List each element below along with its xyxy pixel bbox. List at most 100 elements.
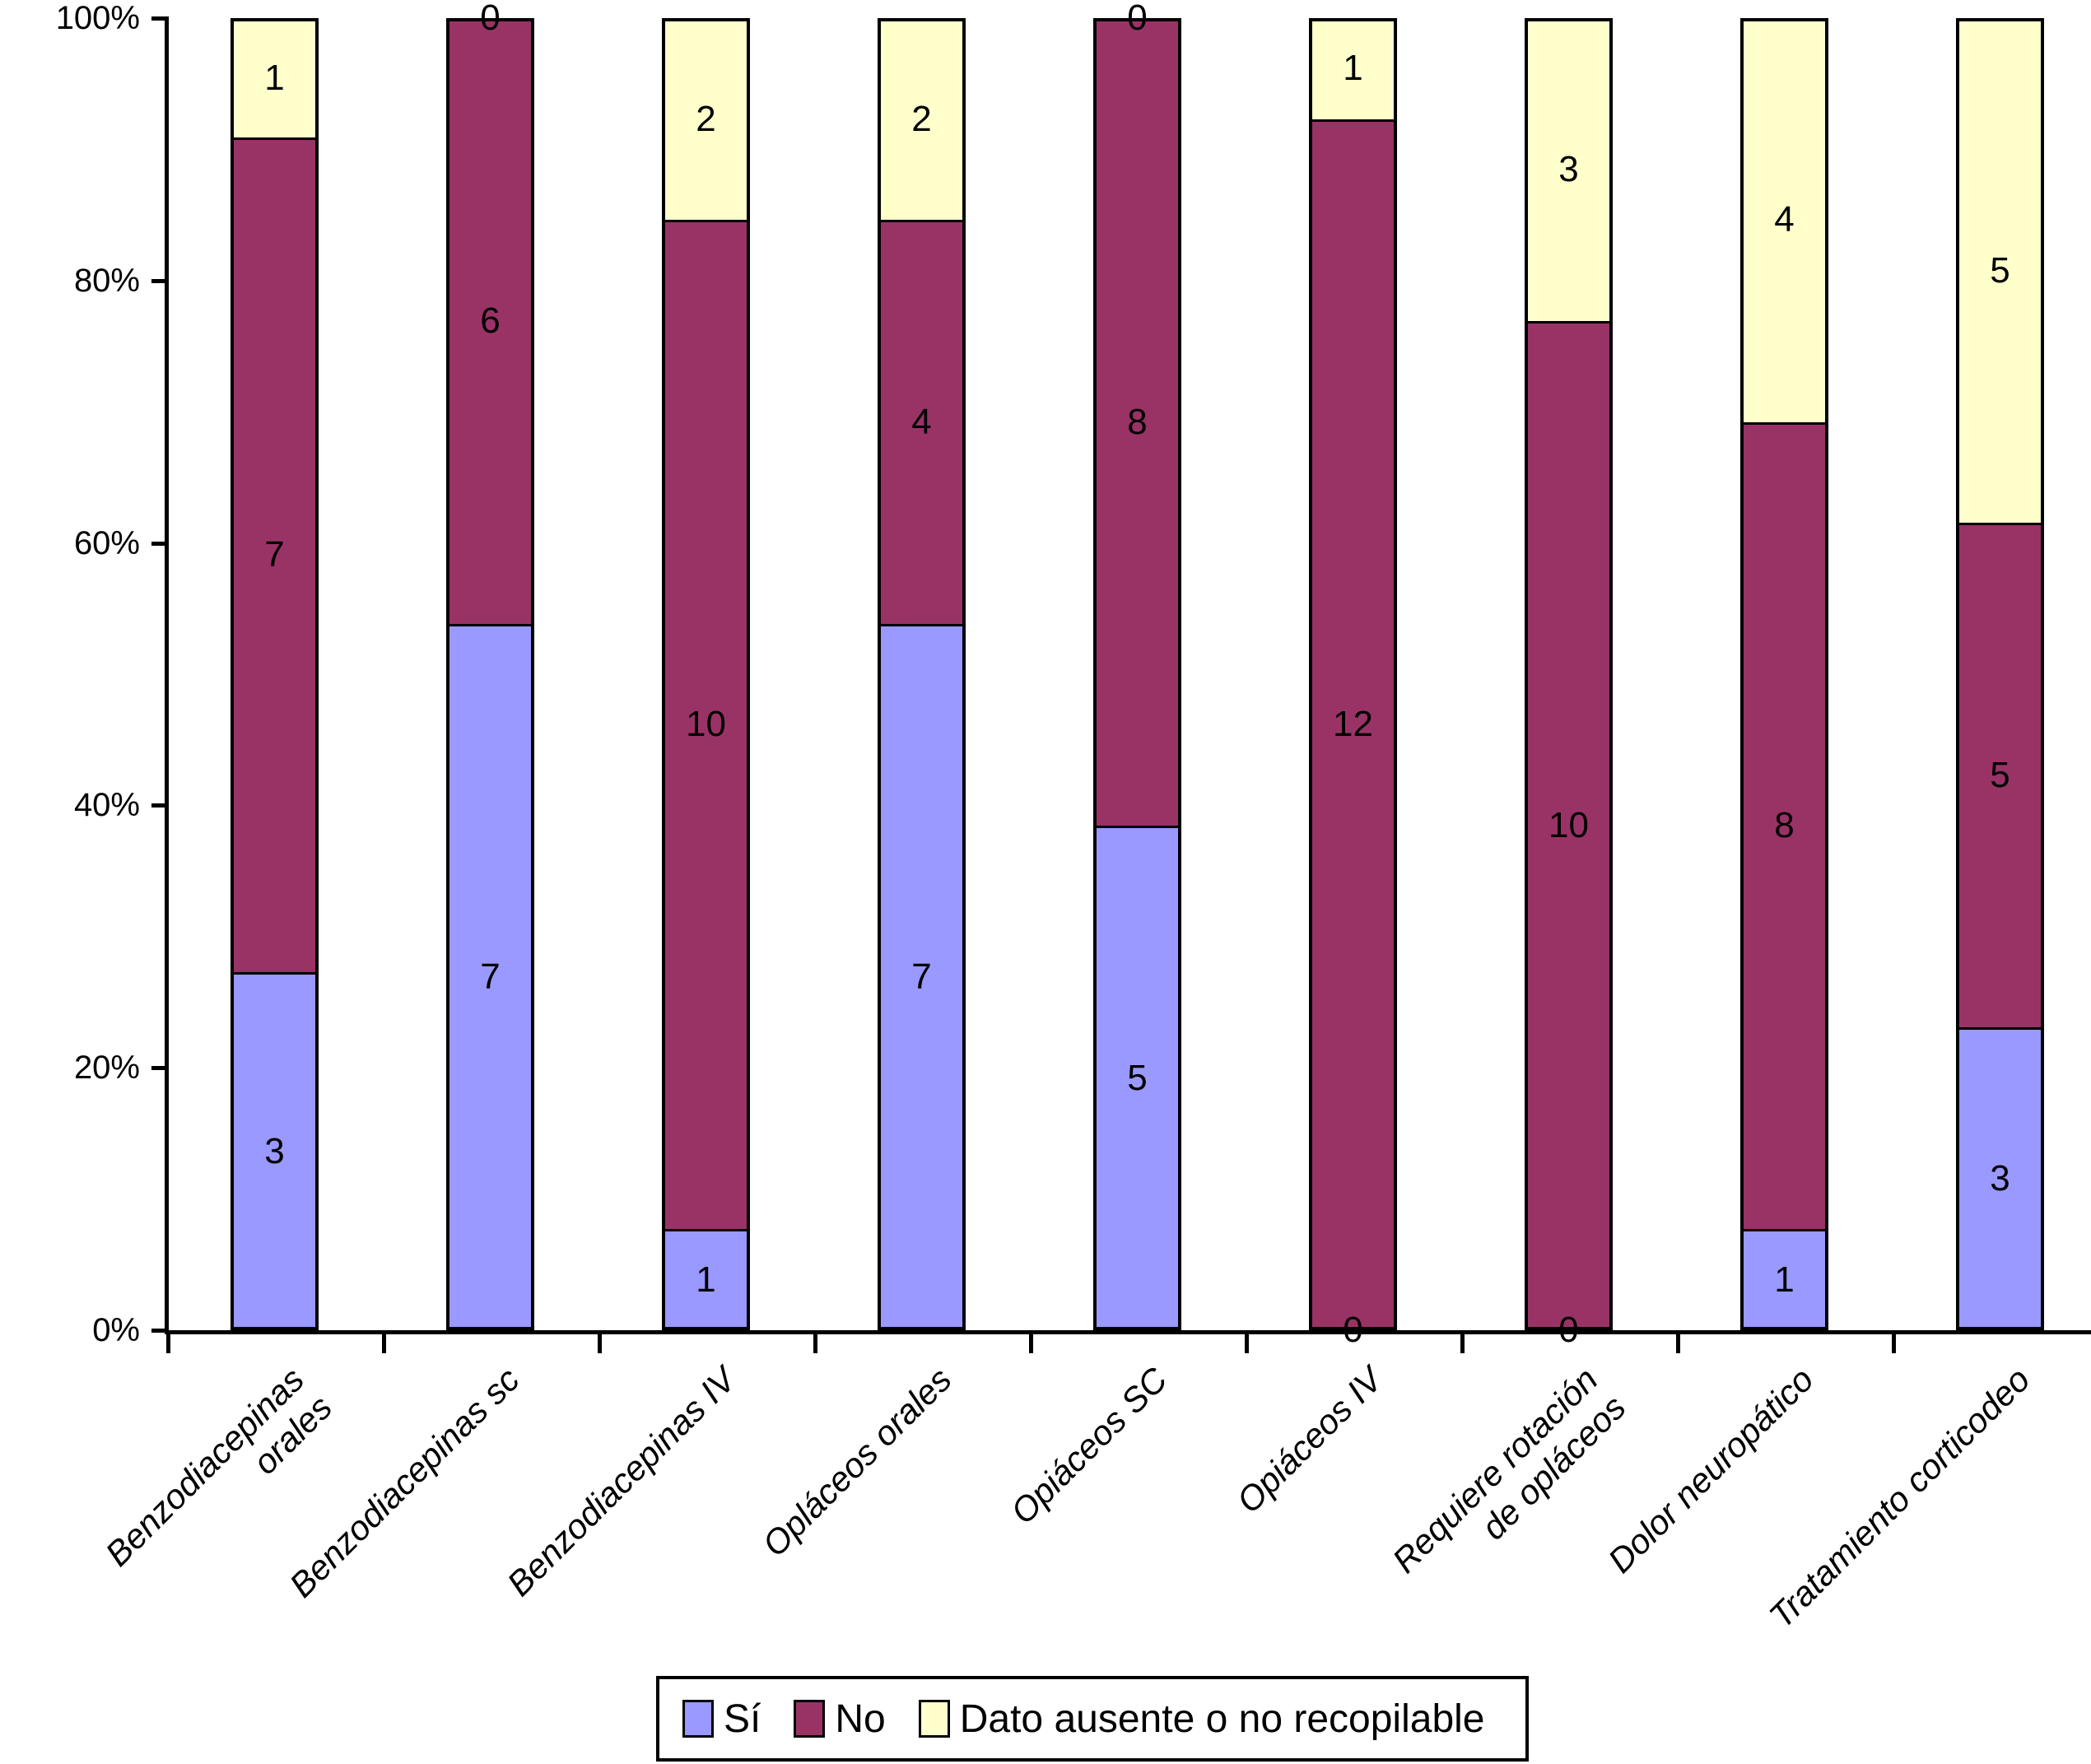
x-axis-tick — [1029, 1330, 1033, 1353]
segment-divider — [231, 970, 319, 975]
bar-segment-dato — [1525, 18, 1613, 321]
bar-outline — [1525, 18, 1613, 1330]
x-axis-tick — [166, 1330, 170, 1353]
x-axis-tick — [813, 1330, 817, 1353]
y-axis-tick — [151, 1329, 165, 1333]
bar-outline — [446, 18, 534, 1330]
segment-value-label: 2 — [911, 98, 932, 139]
bar-segment-no — [231, 137, 319, 973]
bar-segment-dato — [662, 18, 750, 221]
legend: Sí No Dato ausente o no recopilable — [656, 1676, 1529, 1762]
segment-divider — [878, 621, 966, 626]
segment-value-label: 12 — [1333, 704, 1373, 745]
category-label: Dolor neuropático — [1600, 1360, 1822, 1580]
y-axis-tick-label: 40% — [73, 787, 140, 823]
bar-outline — [1309, 18, 1397, 1330]
bar-segment-si — [878, 623, 966, 1330]
y-axis-tick — [151, 542, 165, 546]
bar-outline — [231, 18, 319, 1330]
bar-segment-si — [1740, 1229, 1828, 1330]
category-label: Opláceos orales — [754, 1360, 959, 1564]
segment-value-label: 4 — [1774, 199, 1795, 240]
segment-value-label: 6 — [480, 300, 501, 341]
bar-outline — [1740, 18, 1828, 1330]
bar-segment-no — [662, 220, 750, 1230]
segment-value-label: 2 — [696, 98, 716, 139]
y-axis-tick-label: 60% — [73, 525, 140, 561]
segment-value-label: 7 — [480, 956, 501, 997]
segment-value-label: 3 — [1990, 1158, 2010, 1199]
segment-divider — [1740, 1227, 1828, 1232]
x-axis-tick — [1676, 1330, 1680, 1353]
bar-segment-no — [1309, 119, 1397, 1330]
category-label: Requiere rotación de opláceos — [1385, 1360, 1634, 1580]
segment-value-label: 7 — [911, 956, 932, 997]
segment-divider — [1525, 319, 1613, 323]
x-axis-tick — [598, 1330, 602, 1353]
bar-outline — [1093, 18, 1181, 1330]
segment-value-label: 8 — [1127, 401, 1148, 442]
segment-value-label: 5 — [1127, 1057, 1148, 1098]
segment-value-label: 0 — [1525, 1309, 1613, 1352]
segment-value-label: 10 — [1548, 804, 1589, 845]
segment-value-label: 1 — [1343, 48, 1363, 89]
bar-segment-si — [231, 972, 319, 1330]
segment-value-label: 0 — [480, 0, 501, 38]
legend-label: Dato ausente o no recopilable — [959, 1697, 1485, 1741]
legend-label: Sí — [724, 1697, 761, 1741]
bar-segment-no — [1525, 320, 1613, 1330]
segment-value-label: 8 — [1774, 804, 1795, 845]
legend-swatch — [918, 1700, 950, 1738]
segment-value-label: 1 — [696, 1259, 716, 1300]
bar-segment-dato — [1309, 18, 1397, 119]
category-label: Opiáceos SC — [1003, 1360, 1175, 1532]
y-axis-tick — [151, 16, 165, 21]
segment-divider — [1956, 1026, 2044, 1031]
legend-item: Sí — [682, 1697, 761, 1742]
segment-value-label: 0 — [1127, 0, 1148, 38]
x-axis — [165, 1330, 2091, 1334]
x-axis-tick — [1460, 1330, 1465, 1353]
segment-value-label: 3 — [264, 1130, 285, 1171]
bar-segment-no — [878, 220, 966, 624]
segment-value-label: 1 — [1774, 1259, 1795, 1300]
bar-outline — [878, 18, 966, 1330]
bar-segment-dato — [1956, 18, 2044, 524]
legend-item: No — [794, 1697, 886, 1742]
category-label: Opiáceos IV — [1229, 1360, 1390, 1521]
bar-segment-no — [446, 18, 534, 624]
y-axis-tick-label: 100% — [55, 0, 140, 36]
segment-value-label: 5 — [1990, 754, 2010, 795]
bar-segment-no — [1093, 18, 1181, 826]
y-axis-tick-label: 20% — [73, 1050, 140, 1086]
x-axis-tick — [1245, 1330, 1249, 1353]
bar-segment-dato — [1740, 18, 1828, 422]
bar-segment-si — [1956, 1027, 2044, 1330]
legend-swatch — [794, 1700, 826, 1738]
bar-segment-dato — [231, 18, 319, 137]
segment-value-label: 0 — [1309, 1309, 1397, 1352]
segment-value-label: 1 — [264, 57, 285, 98]
segment-divider — [1309, 117, 1397, 122]
legend-item: Dato ausente o no recopilable — [918, 1697, 1485, 1742]
y-axis-tick — [151, 1066, 165, 1070]
bar-segment-si — [446, 623, 534, 1330]
segment-divider — [1956, 521, 2044, 526]
segment-value-label: 5 — [1990, 249, 2010, 291]
bar-segment-no — [1956, 523, 2044, 1028]
bar-segment-si — [1093, 825, 1181, 1330]
segment-value-label: 4 — [911, 401, 932, 442]
segment-divider — [878, 218, 966, 223]
x-axis-tick — [382, 1330, 386, 1353]
y-axis-tick — [151, 279, 165, 283]
legend-label: No — [835, 1697, 886, 1741]
bar-outline — [1956, 18, 2044, 1330]
y-axis — [165, 16, 169, 1334]
bar-outline — [662, 18, 750, 1330]
bar-segment-si — [662, 1229, 750, 1330]
segment-divider — [446, 621, 534, 626]
category-label: Benzodiacepinas IV — [499, 1360, 743, 1603]
x-axis-tick — [1892, 1330, 1896, 1353]
